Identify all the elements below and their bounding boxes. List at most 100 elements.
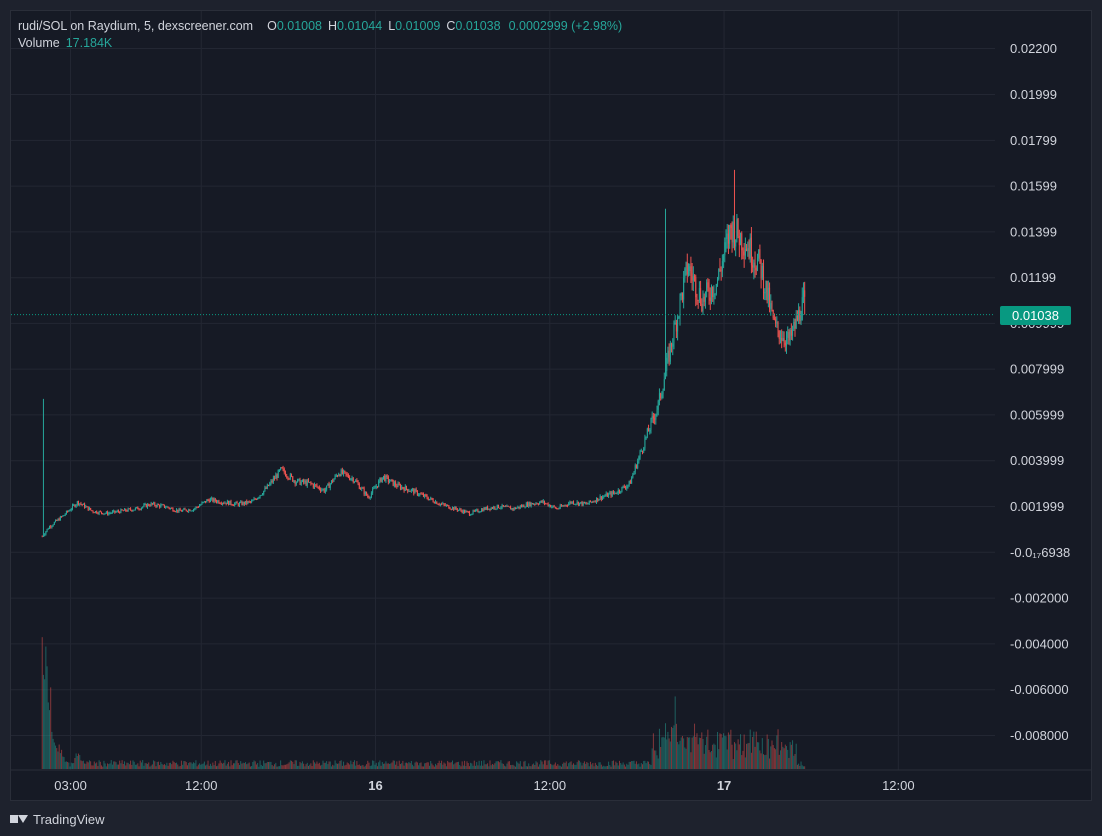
volume-bar bbox=[121, 760, 123, 769]
candle-body bbox=[683, 277, 685, 300]
y-tick-label: 0.01599 bbox=[1010, 179, 1057, 194]
candle-body bbox=[226, 500, 228, 505]
symbol-title[interactable]: rudi/SOL on Raydium, 5, dexscreener.com bbox=[18, 19, 254, 33]
candle-body bbox=[596, 497, 598, 503]
candle-body bbox=[310, 481, 312, 484]
volume-bar bbox=[742, 750, 744, 769]
volume-bar bbox=[725, 736, 727, 769]
candle-body bbox=[51, 526, 53, 528]
volume-bar bbox=[222, 763, 224, 769]
volume-bar bbox=[736, 750, 738, 769]
candle-body bbox=[404, 486, 406, 491]
volume-label: Volume bbox=[18, 36, 60, 50]
volume-bar bbox=[303, 763, 305, 769]
y-tick-label: 0.001999 bbox=[1010, 499, 1064, 514]
candle-body bbox=[162, 504, 164, 506]
volume-bar bbox=[428, 765, 430, 769]
candle-body bbox=[790, 330, 792, 336]
candle-body bbox=[460, 509, 462, 511]
candle-body bbox=[566, 505, 568, 507]
candle-body bbox=[329, 483, 331, 488]
candle-body bbox=[121, 509, 123, 511]
tradingview-branding[interactable]: TradingView bbox=[10, 806, 105, 832]
candle-body bbox=[46, 528, 48, 532]
volume-bar bbox=[321, 764, 323, 769]
y-tick-label: -0.006000 bbox=[1010, 682, 1069, 697]
volume-bar bbox=[556, 765, 558, 769]
candle-body bbox=[611, 491, 613, 497]
volume-bar bbox=[545, 760, 547, 769]
candle-body bbox=[188, 509, 190, 512]
volume-bar bbox=[293, 764, 295, 769]
volume-bar bbox=[115, 762, 117, 769]
candle-body bbox=[328, 483, 330, 488]
volume-bar bbox=[231, 765, 233, 769]
candle-body bbox=[260, 494, 262, 496]
volume-bar bbox=[150, 765, 152, 769]
volume-bar bbox=[57, 751, 59, 769]
candle-body bbox=[448, 505, 450, 509]
candle-body bbox=[428, 498, 430, 501]
y-tick-label: 0.01199 bbox=[1010, 270, 1056, 285]
volume-bar bbox=[558, 765, 560, 769]
candle-body bbox=[386, 475, 388, 477]
candle-body bbox=[264, 487, 266, 491]
candle-body bbox=[119, 511, 121, 513]
candle-body bbox=[439, 503, 441, 505]
candle-body bbox=[111, 511, 113, 513]
volume-bar bbox=[438, 760, 440, 769]
candle-body bbox=[163, 504, 165, 508]
volume-bar bbox=[142, 760, 144, 769]
candle-body bbox=[723, 255, 725, 262]
volume-bar bbox=[686, 737, 688, 769]
candle-body bbox=[451, 507, 453, 510]
candle-body bbox=[450, 508, 452, 510]
candle-body bbox=[343, 470, 345, 474]
volume-bar bbox=[264, 763, 266, 769]
volume-bar bbox=[535, 761, 537, 769]
volume-bar bbox=[772, 745, 774, 769]
volume-bar bbox=[73, 763, 75, 769]
volume-bar bbox=[580, 762, 582, 769]
candle-body bbox=[530, 503, 532, 507]
volume-bar bbox=[344, 765, 346, 769]
candle-body bbox=[75, 504, 77, 507]
candle-body bbox=[735, 239, 737, 247]
volume-bar bbox=[708, 749, 710, 769]
candle-body bbox=[631, 477, 633, 484]
volume-bar bbox=[149, 766, 151, 769]
volume-bar bbox=[97, 766, 99, 769]
volume-bar bbox=[161, 763, 163, 769]
candle-body bbox=[347, 474, 349, 478]
volume-bar bbox=[59, 753, 61, 769]
candle-body bbox=[320, 489, 322, 491]
high-value: 0.01044 bbox=[337, 19, 383, 33]
candle-body bbox=[67, 511, 69, 513]
candle-body bbox=[412, 489, 414, 491]
volume-bar bbox=[76, 756, 78, 769]
candle-body bbox=[68, 510, 70, 512]
volume-bar bbox=[79, 755, 81, 769]
candle-body bbox=[473, 510, 475, 512]
volume-bar bbox=[656, 755, 658, 769]
candle-body bbox=[195, 506, 197, 509]
volume-bar bbox=[702, 738, 704, 769]
candle-body bbox=[218, 500, 220, 504]
candle-body bbox=[397, 483, 399, 488]
volume-bar bbox=[792, 740, 794, 769]
volume-bar bbox=[350, 760, 352, 769]
candle-body bbox=[138, 509, 140, 511]
candle-body bbox=[727, 233, 729, 244]
candle-body bbox=[84, 503, 86, 508]
candle-body bbox=[795, 315, 797, 329]
volume-bar bbox=[410, 760, 412, 769]
volume-bar bbox=[481, 760, 483, 769]
candle-body bbox=[269, 483, 271, 486]
volume-bar bbox=[668, 738, 670, 769]
candle-body bbox=[569, 501, 571, 504]
volume-bar bbox=[196, 766, 198, 769]
candle-body bbox=[271, 480, 273, 483]
candle-body bbox=[516, 507, 518, 509]
candle-body bbox=[120, 509, 122, 513]
